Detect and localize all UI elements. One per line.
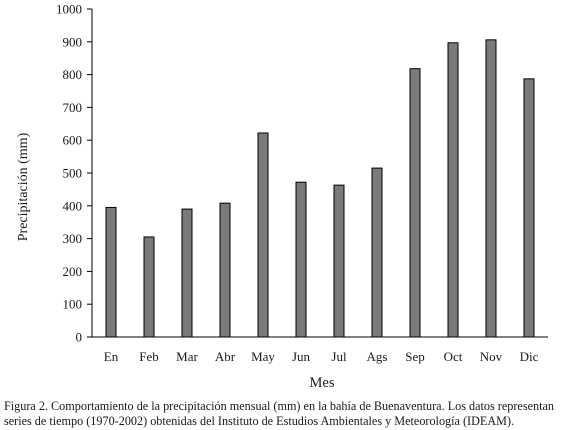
- figure-caption: Figura 2. Comportamiento de la precipita…: [4, 399, 572, 429]
- x-tick-label: Jul: [331, 349, 347, 364]
- y-tick-label: 100: [63, 297, 83, 312]
- bar-chart: 0 100 200 300 400 500 600 700 800 900 1000 En Feb Ma…: [16, 2, 548, 391]
- x-tick-label: May: [251, 349, 275, 364]
- y-tick-label: 400: [63, 198, 83, 213]
- x-tick-label: Abr: [215, 349, 236, 364]
- bar-sep: [409, 68, 421, 338]
- x-tick-label: Feb: [139, 349, 159, 364]
- caption-line-1: Figura 2. Comportamiento de la precipita…: [4, 399, 554, 413]
- x-tick-label: Dic: [520, 349, 539, 364]
- bar-may: [257, 132, 269, 338]
- x-axis-ticks: En Feb Mar Abr May Jun Jul Ags Sep Oct Nov Dic: [104, 349, 539, 364]
- bar-jul: [333, 184, 345, 338]
- x-tick-label: Sep: [405, 349, 425, 364]
- y-tick-label: 0: [76, 330, 83, 345]
- bar-dic: [523, 78, 535, 338]
- bar-nov: [485, 39, 497, 338]
- bar-feb: [143, 236, 155, 338]
- x-axis-label: Mes: [310, 375, 335, 391]
- x-tick-label: En: [104, 349, 119, 364]
- y-tick-label: 500: [63, 166, 83, 181]
- bar-oct: [447, 42, 459, 338]
- x-tick-label: Oct: [444, 349, 463, 364]
- bar-mar: [181, 208, 193, 338]
- y-axis-ticks: 0 100 200 300 400 500 600 700 800 900 1000: [56, 2, 92, 345]
- y-tick-label: 700: [63, 100, 83, 115]
- bar-abr: [219, 202, 231, 338]
- y-tick-label: 300: [63, 231, 83, 246]
- y-tick-label: 800: [63, 67, 83, 82]
- y-axis-label: Precipitación (mm): [16, 132, 31, 241]
- y-tick-label: 1000: [56, 2, 82, 17]
- y-tick-label: 900: [63, 34, 83, 49]
- bar-jun: [295, 181, 307, 338]
- y-tick-label: 600: [63, 133, 83, 148]
- x-tick-label: Mar: [176, 349, 198, 364]
- bars-group: [105, 39, 535, 338]
- y-tick-label: 200: [63, 264, 83, 279]
- bar-en: [105, 206, 117, 338]
- bar-ags: [371, 167, 383, 338]
- caption-line-2: series de tiempo (1970-2002) obtenidas d…: [4, 414, 515, 428]
- x-tick-label: Nov: [480, 349, 503, 364]
- x-tick-label: Jun: [292, 349, 311, 364]
- x-tick-label: Ags: [367, 349, 388, 364]
